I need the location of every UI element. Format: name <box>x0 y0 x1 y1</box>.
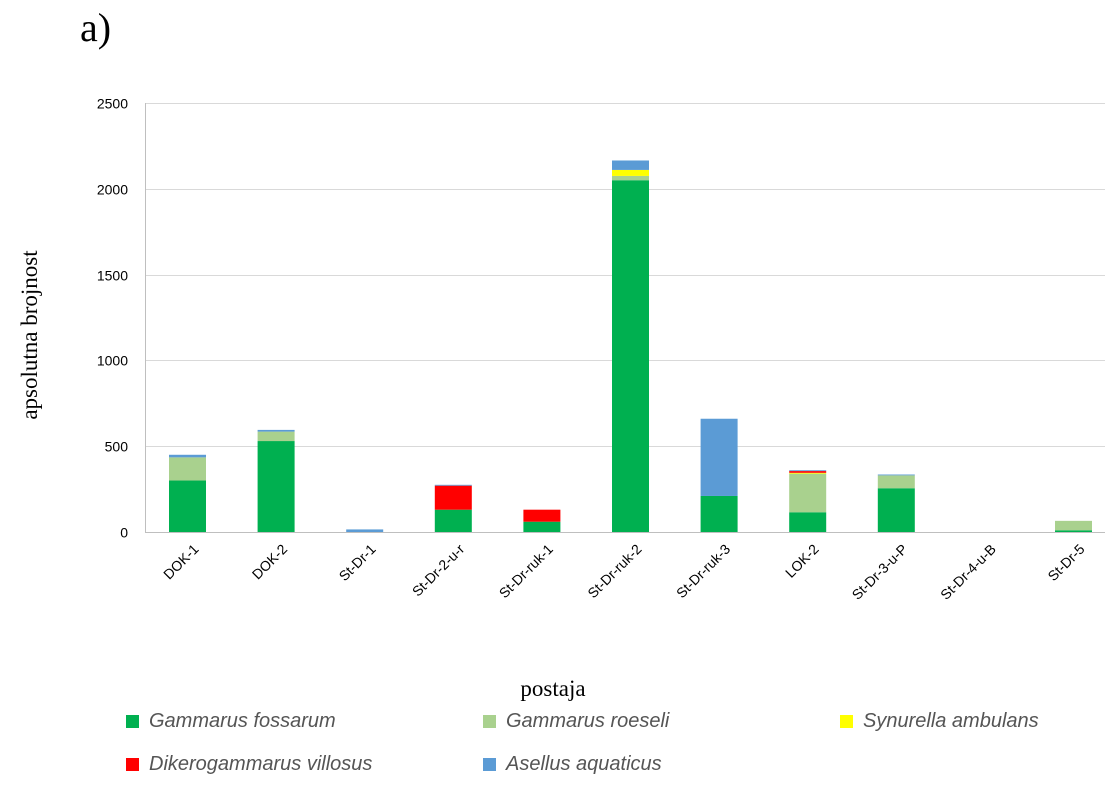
x-tick-labels: DOK-1 DOK-2 St-Dr-1 St-Dr-2-u-r St-Dr-ruk-1 S… <box>160 541 1088 603</box>
y-tick-label: 1000 <box>97 353 128 369</box>
x-tick-label: St-Dr-ruk-3 <box>673 541 733 601</box>
legend-swatch <box>126 758 139 771</box>
x-tick-label: St-Dr-1 <box>336 541 379 584</box>
bar-segment <box>789 474 826 513</box>
bar-segment <box>435 510 472 532</box>
x-tick-label: St-Dr-ruk-1 <box>496 541 556 601</box>
legend-item: Asellus aquaticus <box>483 753 662 776</box>
y-tick-label: 500 <box>105 439 129 455</box>
bar-segment <box>435 486 472 510</box>
legend-label: Gammarus fossarum <box>149 710 336 733</box>
bar-segment <box>523 510 560 522</box>
y-axis-title: apsolutna brojnost <box>17 250 43 419</box>
bar-segment <box>612 160 649 169</box>
legend-item: Gammarus roeseli <box>483 710 669 733</box>
legend-swatch <box>840 715 853 728</box>
stacked-bar-chart: 0 500 1000 1500 2000 2500 DOK-1 DOK-2 St-Dr-1 St… <box>0 0 1106 660</box>
bar-segment <box>701 419 738 496</box>
bars <box>169 160 1092 532</box>
bar-segment <box>169 455 206 458</box>
legend-swatch <box>483 758 496 771</box>
bar-segment <box>258 430 295 432</box>
y-tick-label: 2500 <box>97 96 128 112</box>
bar-segment <box>701 496 738 532</box>
x-tick-label: St-Dr-4-u-B <box>937 541 999 603</box>
y-tick-label: 1500 <box>97 268 128 284</box>
bar-segment <box>878 475 915 476</box>
legend-item: Dikerogammarus villosus <box>126 753 372 776</box>
legend-label: Gammarus roeseli <box>506 710 669 733</box>
legend-swatch <box>483 715 496 728</box>
y-tick-label: 2000 <box>97 182 128 198</box>
legend-item: Synurella ambulans <box>840 710 1039 733</box>
bar-segment <box>1055 530 1092 532</box>
x-tick-label: St-Dr-3-u-P <box>849 541 911 603</box>
bar-segment <box>878 488 915 532</box>
bar-segment <box>789 473 826 474</box>
x-tick-label: LOK-2 <box>782 541 822 581</box>
bar-segment <box>169 457 206 480</box>
bar-segment <box>258 441 295 532</box>
bar-segment <box>1055 521 1092 530</box>
y-tick-label: 0 <box>120 525 128 541</box>
bar-segment <box>612 180 649 532</box>
bar-segment <box>346 529 383 532</box>
x-tick-label: St-Dr-5 <box>1044 541 1087 584</box>
bar-segment <box>789 512 826 532</box>
bar-segment <box>435 485 472 486</box>
legend-item: Gammarus fossarum <box>126 710 336 733</box>
legend-label: Dikerogammarus villosus <box>149 753 372 776</box>
bar-segment <box>789 470 826 471</box>
bar-segment <box>258 432 295 441</box>
x-tick-label: DOK-1 <box>160 541 202 583</box>
bar-segment <box>612 176 649 180</box>
x-tick-label: St-Dr-2-u-r <box>409 541 468 600</box>
bar-segment <box>169 481 206 532</box>
legend-label: Synurella ambulans <box>863 710 1039 733</box>
bar-segment <box>523 522 560 532</box>
x-tick-label: St-Dr-ruk-2 <box>584 541 644 601</box>
x-axis-title: postaja <box>0 676 1106 702</box>
y-axis-title-wrap: apsolutna brojnost <box>0 0 1 1</box>
bar-segment <box>789 471 826 473</box>
x-tick-label: DOK-2 <box>249 541 291 583</box>
y-tick-labels: 0 500 1000 1500 2000 2500 <box>97 96 128 541</box>
bar-segment <box>878 475 915 488</box>
bar-segment <box>612 170 649 176</box>
legend-swatch <box>126 715 139 728</box>
legend-label: Asellus aquaticus <box>506 753 662 776</box>
